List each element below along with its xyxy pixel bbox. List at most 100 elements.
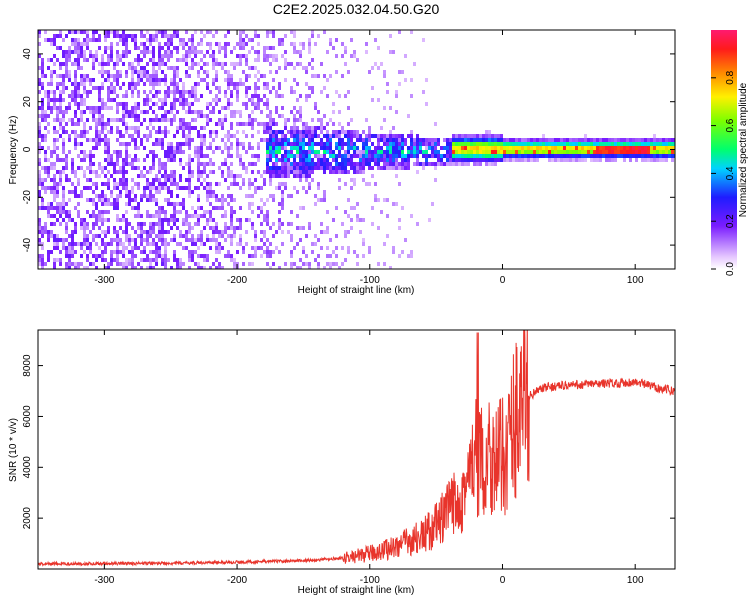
heatmap-cell (230, 218, 233, 222)
heatmap-cell (257, 154, 260, 158)
heatmap-cell (113, 230, 116, 234)
heatmap-cell (218, 86, 221, 90)
heatmap-cell (302, 174, 305, 178)
heatmap-cell (251, 154, 254, 158)
heatmap-cell (263, 82, 266, 86)
heatmap-cell (299, 162, 302, 166)
heatmap-cell (155, 246, 158, 250)
heatmap-cell (371, 134, 374, 138)
heatmap-cell (269, 194, 272, 198)
heatmap-cell (89, 242, 92, 246)
heatmap-cell (284, 186, 287, 190)
heatmap-cell (608, 142, 611, 146)
heatmap-cell (62, 110, 65, 114)
heatmap-cell (356, 138, 359, 142)
heatmap-cell (236, 122, 239, 126)
heatmap-cell (293, 126, 296, 130)
heatmap-cell (416, 162, 419, 166)
heatmap-cell (248, 66, 251, 70)
heatmap-cell (53, 42, 56, 46)
heatmap-cell (449, 150, 452, 154)
heatmap-cell (236, 250, 239, 254)
heatmap-cell (89, 230, 92, 234)
heatmap-cell (92, 66, 95, 70)
heatmap-cell (524, 158, 527, 162)
heatmap-cell (161, 46, 164, 50)
heatmap-cell (242, 146, 245, 150)
heatmap-cell (92, 106, 95, 110)
heatmap-cell (275, 170, 278, 174)
heatmap-cell (512, 158, 515, 162)
heatmap-cell (83, 154, 86, 158)
heatmap-cell (398, 82, 401, 86)
heatmap-cell (146, 50, 149, 54)
heatmap-cell (158, 42, 161, 46)
heatmap-cell (131, 78, 134, 82)
heatmap-cell (161, 222, 164, 226)
heatmap-cell (623, 146, 626, 150)
heatmap-x-ticks: -300 -200 -100 0 100 (94, 30, 644, 286)
heatmap-cell (542, 142, 545, 146)
heatmap-cell (104, 34, 107, 38)
heatmap-cell (629, 138, 632, 142)
heatmap-cell (629, 142, 632, 146)
heatmap-cell (116, 218, 119, 222)
heatmap-cell (383, 154, 386, 158)
heatmap-cell (263, 74, 266, 78)
heatmap-cell (263, 126, 266, 130)
heatmap-cell (122, 266, 125, 269)
heatmap-cell (209, 214, 212, 218)
heatmap-cell (455, 162, 458, 166)
heatmap-cell (326, 246, 329, 250)
heatmap-cell (128, 86, 131, 90)
heatmap-cell (209, 218, 212, 222)
heatmap-cell (464, 150, 467, 154)
heatmap-cell (200, 266, 203, 269)
heatmap-cell (659, 146, 662, 150)
heatmap-cell (518, 146, 521, 150)
heatmap-cell (188, 182, 191, 186)
heatmap-cell (119, 250, 122, 254)
heatmap-cell (74, 122, 77, 126)
heatmap-cell (215, 194, 218, 198)
heatmap-cell (44, 222, 47, 226)
heatmap-cell (41, 186, 44, 190)
heatmap-cell (233, 66, 236, 70)
heatmap-cell (458, 138, 461, 142)
heatmap-cell (371, 222, 374, 226)
heatmap-cell (107, 46, 110, 50)
heatmap-cell (116, 198, 119, 202)
heatmap-cell (353, 54, 356, 58)
heatmap-cell (323, 170, 326, 174)
heatmap-cell (347, 142, 350, 146)
heatmap-cell (290, 222, 293, 226)
heatmap-cell (227, 234, 230, 238)
heatmap-cell (509, 138, 512, 142)
heatmap-cell (185, 138, 188, 142)
heatmap-cell (98, 138, 101, 142)
heatmap-cell (284, 174, 287, 178)
heatmap-cell (398, 182, 401, 186)
heatmap-cell (311, 250, 314, 254)
heatmap-cell (398, 226, 401, 230)
heatmap-cell (215, 246, 218, 250)
heatmap-cell (50, 234, 53, 238)
heatmap-cell (335, 234, 338, 238)
heatmap-cell (371, 158, 374, 162)
heatmap-cell (71, 158, 74, 162)
heatmap-cell (59, 258, 62, 262)
heatmap-cell (188, 230, 191, 234)
heatmap-cell (197, 206, 200, 210)
heatmap-cell (77, 38, 80, 42)
colorbar-tick-label: 0.8 (725, 70, 736, 84)
heatmap-cell (188, 74, 191, 78)
heatmap-cell (143, 158, 146, 162)
heatmap-cell (170, 170, 173, 174)
heatmap-cell (128, 134, 131, 138)
heatmap-cell (374, 182, 377, 186)
heatmap-cell (179, 178, 182, 182)
heatmap-cell (140, 174, 143, 178)
heatmap-cell (494, 138, 497, 142)
heatmap-cell (299, 258, 302, 262)
heatmap-cell (239, 206, 242, 210)
